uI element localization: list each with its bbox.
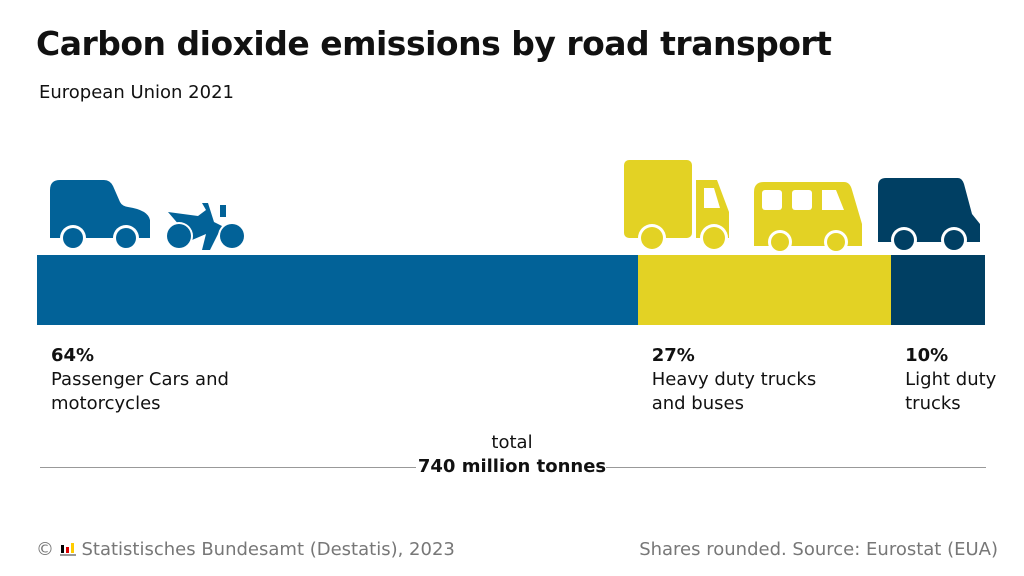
label-heavy-duty: 27% Heavy duty trucks and buses (652, 344, 832, 416)
value-label: 10% (905, 345, 949, 366)
label-passenger-cars: 64% Passenger Cars and motorcycles (51, 344, 251, 416)
total-value: 740 million tonnes (417, 456, 607, 477)
truck-icon (624, 160, 729, 252)
value-label: 27% (651, 345, 695, 366)
motorcycle-icon (165, 203, 246, 250)
destatis-logo-icon (59, 543, 76, 556)
car-icon (50, 180, 150, 251)
van-icon (878, 178, 980, 253)
bar-segment-heavy-duty (637, 255, 892, 325)
divider-left (40, 467, 416, 468)
value-label: 64% (51, 345, 95, 366)
footer-left: © Statistisches Bundesamt (Destatis), 20… (36, 539, 455, 560)
bar-segment-passenger-cars (37, 255, 638, 325)
category-label: Heavy duty trucks and buses (651, 369, 817, 414)
chart-subtitle: European Union 2021 (39, 82, 234, 103)
copyright-symbol: © (36, 539, 54, 560)
total-label: total (491, 432, 533, 453)
category-label: Passenger Cars and motorcycles (51, 369, 229, 414)
source-right: Shares rounded. Source: Eurostat (EUA) (639, 539, 998, 560)
stacked-bar (37, 255, 985, 325)
chart-title: Carbon dioxide emissions by road transpo… (36, 24, 832, 63)
category-label: Light duty trucks (905, 369, 997, 414)
bar-segment-light-duty (891, 255, 985, 325)
divider-right (606, 467, 986, 468)
bus-icon (754, 182, 862, 253)
label-light-duty: 10% Light duty trucks (905, 344, 1005, 416)
source-left: Statistisches Bundesamt (Destatis), 2023 (81, 539, 455, 560)
